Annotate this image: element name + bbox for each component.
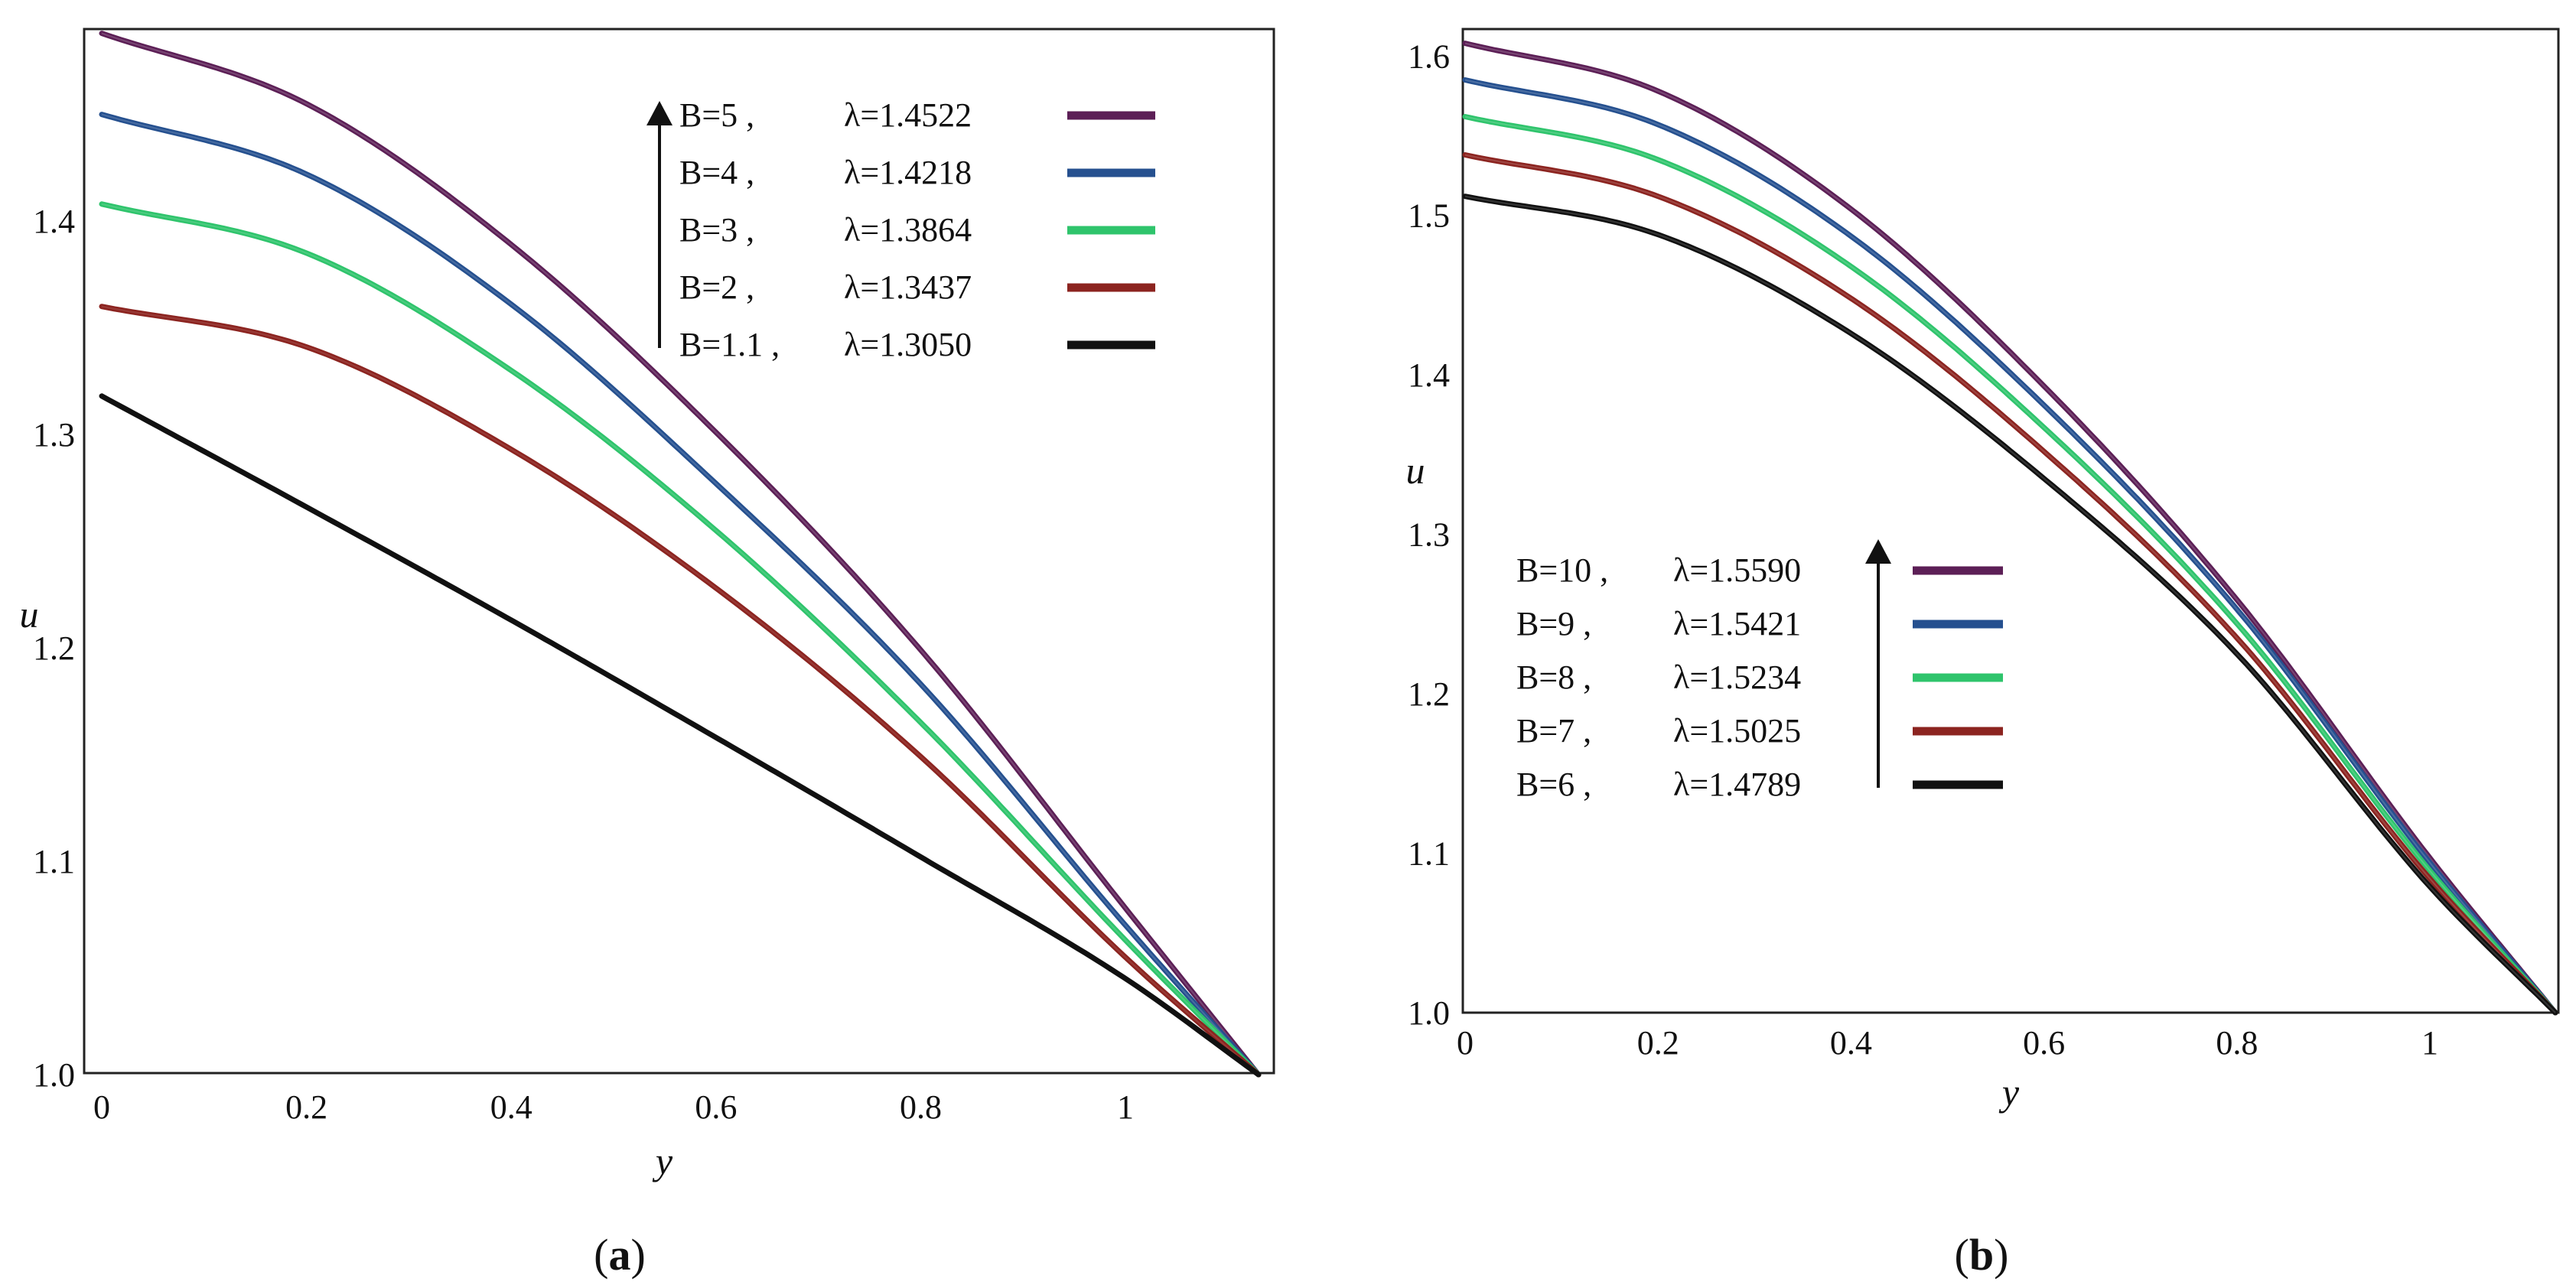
panel-b-series-line-highlight [1464, 195, 2556, 1013]
panel-a-series-line [99, 112, 1262, 1078]
panel-a-x-axis-label: y [652, 1140, 673, 1182]
panel-a-y-tick-label: 1.4 [33, 203, 75, 240]
panel-b-legend-entry-lambda: λ=1.5421 [1673, 605, 1801, 642]
panel-b-legend: B=10 , λ=1.5590 B=9 , λ=1.5421 B=8 , λ=1.5234… [1516, 539, 2003, 803]
panel-b-legend-entry-lambda: λ=1.5234 [1673, 659, 1801, 696]
panel-b-series-line-highlight [1464, 115, 2556, 1013]
panel-a-legend-arrow-head-icon [646, 101, 672, 125]
panel-a-series-line [99, 201, 1262, 1078]
panel-b-x-tick-label: 1 [2421, 1024, 2438, 1062]
panel-a-y-tick-label: 1.0 [33, 1056, 75, 1094]
panel-a-series-line [99, 31, 1262, 1078]
panel-b-legend-entry-lambda: λ=1.4789 [1673, 766, 1801, 803]
panel-a-series-line-highlight [101, 203, 1259, 1075]
panel-b: 0 0.2 0.4 0.6 0.8 1 1.0 1.1 1.2 1.3 1.4 1.5 1.6 y u B=1… [1406, 28, 2560, 1280]
panel-a-series-b-5 [99, 31, 1262, 1078]
panel-b-legend-entry-name: B=9 , [1516, 605, 1591, 642]
panel-b-series-b-10 [1462, 41, 2558, 1016]
panel-b-legend-entry-name: B=8 , [1516, 659, 1591, 696]
panel-b-series-b-8 [1462, 114, 2558, 1016]
panel-b-y-tick-label: 1.0 [1408, 994, 1450, 1032]
panel-a-y-tick-label: 1.2 [33, 629, 75, 667]
panel-a-legend-entry-name: B=4 , [679, 154, 754, 191]
panel-a-legend-entry-name: B=2 , [679, 268, 754, 306]
panel-a-y-tick-label: 1.1 [33, 843, 75, 880]
panel-a-legend-entry-lambda: λ=1.4218 [844, 154, 972, 191]
panel-b-series-line [1462, 77, 2558, 1016]
panel-a-series-b-3 [99, 201, 1262, 1078]
panel-a-legend-entry-lambda: λ=1.4522 [844, 96, 972, 134]
panel-b-y-tick-label: 1.6 [1408, 37, 1450, 75]
panel-a-x-tick-label: 1 [1117, 1088, 1134, 1126]
panel-a-x-tick-label: 0.8 [900, 1088, 942, 1126]
panel-a-series-b-1-1 [99, 393, 1262, 1078]
panel-a: 0 0.2 0.4 0.6 0.8 1 1.0 1.1 1.2 1.3 1.4 y u B=5 , λ=1.… [20, 28, 1275, 1280]
panel-b-legend-arrow-head-icon [1865, 539, 1891, 564]
panel-b-series-line [1462, 194, 2558, 1016]
panel-a-plot-frame [83, 28, 1275, 1075]
panel-a-series-line-highlight [101, 305, 1259, 1075]
panel-b-x-tick-label: 0 [1457, 1024, 1474, 1062]
panel-a-series-line-highlight [101, 113, 1259, 1075]
panel-a-series-line-highlight [101, 32, 1259, 1075]
panel-b-series-line-highlight [1464, 42, 2556, 1013]
panel-b-series-line-highlight [1464, 79, 2556, 1013]
panel-a-legend: B=5 , λ=1.4522 B=4 , λ=1.4218 B=3 , λ=1.3864 B… [646, 96, 1155, 363]
panel-a-x-tick-label: 0 [93, 1088, 110, 1126]
panel-a-series-b-4 [99, 112, 1262, 1078]
panel-b-x-tick-label: 0.2 [1637, 1024, 1679, 1062]
panel-a-x-tick-label: 0.2 [285, 1088, 327, 1126]
panel-a-x-tick-label: 0.6 [695, 1088, 737, 1126]
panel-a-y-tick-label: 1.3 [33, 416, 75, 454]
panel-b-series-b-6 [1462, 194, 2558, 1016]
panel-a-series-line [99, 393, 1262, 1078]
panel-a-panel-label: (a) [594, 1230, 646, 1280]
panel-b-y-tick-label: 1.1 [1408, 835, 1450, 873]
panel-a-legend-entry-name: B=3 , [679, 211, 754, 249]
panel-b-legend-entry-name: B=10 , [1516, 551, 1608, 589]
panel-b-legend-entry-name: B=6 , [1516, 766, 1591, 803]
panel-b-series-b-7 [1462, 152, 2558, 1016]
panel-b-x-axis-label: y [1998, 1071, 2020, 1114]
panel-b-panel-label: (b) [1955, 1230, 2009, 1280]
panel-b-y-tick-label: 1.4 [1408, 356, 1450, 394]
panel-a-legend-entry-name: B=1.1 , [679, 326, 780, 363]
panel-b-legend-entry-lambda: λ=1.5590 [1673, 551, 1801, 589]
panel-a-x-tick-label: 0.4 [490, 1088, 532, 1126]
panel-a-y-axis-label: u [20, 593, 39, 636]
panel-b-legend-entry-name: B=7 , [1516, 712, 1591, 750]
panel-b-series-line-highlight [1464, 154, 2556, 1013]
panel-b-plot-frame [1461, 28, 2560, 1014]
panel-b-y-tick-label: 1.3 [1408, 516, 1450, 554]
panel-b-y-tick-label: 1.2 [1408, 675, 1450, 713]
panel-b-x-tick-label: 0.8 [2216, 1024, 2258, 1062]
panel-b-series-line [1462, 114, 2558, 1016]
panel-b-series-line [1462, 41, 2558, 1016]
panel-a-series-b-2 [99, 304, 1262, 1078]
panel-b-series-line [1462, 152, 2558, 1016]
panel-b-x-tick-label: 0.6 [2023, 1024, 2065, 1062]
panel-a-legend-entry-name: B=5 , [679, 96, 754, 134]
panel-b-legend-entry-lambda: λ=1.5025 [1673, 712, 1801, 750]
panel-b-y-axis-label: u [1406, 449, 1425, 492]
panel-b-x-tick-label: 0.4 [1830, 1024, 1872, 1062]
panel-a-legend-entry-lambda: λ=1.3050 [844, 326, 972, 363]
panel-b-y-tick-label: 1.5 [1408, 197, 1450, 235]
panel-a-series-line [99, 304, 1262, 1078]
panel-a-legend-entry-lambda: λ=1.3437 [844, 268, 972, 306]
panel-b-series-b-9 [1462, 77, 2558, 1016]
panel-a-legend-entry-lambda: λ=1.3864 [844, 211, 972, 249]
